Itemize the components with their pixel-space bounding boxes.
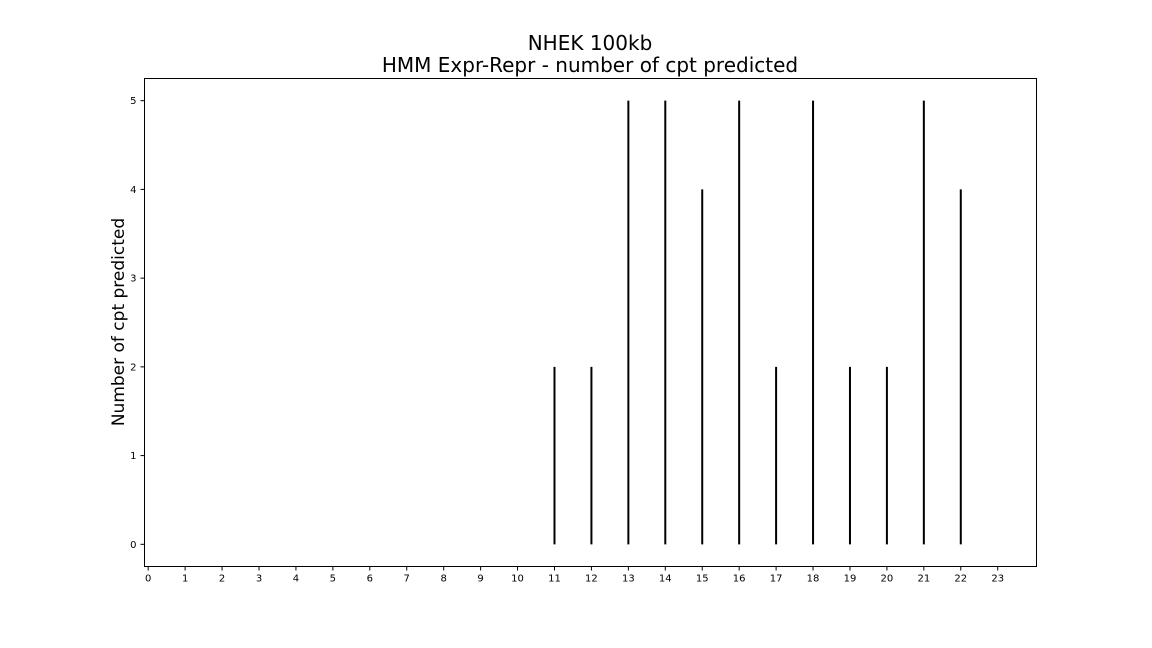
x-tick-label: 23 xyxy=(991,574,1004,585)
bar-group xyxy=(553,100,962,545)
x-tick-label: 7 xyxy=(404,574,410,585)
y-axis-ticks: 0 1 2 3 4 5 xyxy=(130,96,145,551)
x-tick-label: 22 xyxy=(954,574,967,585)
y-tick-label: 3 xyxy=(130,274,136,285)
x-tick-label: 4 xyxy=(293,574,299,585)
x-tick-label: 21 xyxy=(917,574,930,585)
y-tick-label: 2 xyxy=(130,362,136,373)
x-tick-label: 2 xyxy=(219,574,225,585)
x-tick-label: 8 xyxy=(440,574,446,585)
y-tick-label: 4 xyxy=(130,185,136,196)
x-tick-label: 16 xyxy=(733,574,746,585)
x-tick-label: 20 xyxy=(881,574,894,585)
x-tick-label: 1 xyxy=(182,574,188,585)
x-axis-ticks: 0 1 2 3 4 5 6 7 8 9 10 11 12 13 14 15 16 17 18 19 20 21 22 23 xyxy=(145,566,1004,585)
x-tick-label: 11 xyxy=(548,574,561,585)
x-tick-label: 13 xyxy=(622,574,635,585)
x-tick-label: 6 xyxy=(367,574,373,585)
x-tick-label: 15 xyxy=(696,574,709,585)
y-tick-label: 1 xyxy=(130,451,136,462)
y-tick-label: 5 xyxy=(130,96,136,107)
x-tick-label: 12 xyxy=(585,574,598,585)
chart-title-line2: HMM Expr-Repr - number of cpt predicted xyxy=(382,53,798,77)
x-tick-label: 10 xyxy=(511,574,524,585)
x-tick-label: 0 xyxy=(145,574,151,585)
y-tick-label: 0 xyxy=(130,540,136,551)
y-axis-label: Number of cpt predicted xyxy=(109,218,129,426)
plot-area xyxy=(144,78,1037,567)
chart-title-line1: NHEK 100kb xyxy=(528,31,653,55)
x-tick-label: 5 xyxy=(330,574,336,585)
x-tick-label: 9 xyxy=(477,574,483,585)
x-tick-label: 3 xyxy=(256,574,262,585)
x-tick-label: 14 xyxy=(659,574,672,585)
x-tick-label: 19 xyxy=(844,574,857,585)
x-tick-label: 18 xyxy=(807,574,820,585)
x-tick-label: 17 xyxy=(770,574,783,585)
